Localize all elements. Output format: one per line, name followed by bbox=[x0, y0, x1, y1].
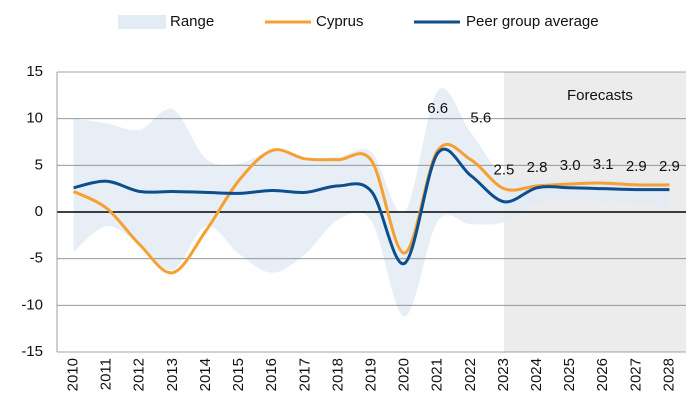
x-tick-label: 2015 bbox=[230, 358, 247, 391]
data-label: 5.6 bbox=[470, 109, 491, 126]
data-label: 3.0 bbox=[560, 157, 581, 174]
x-tick-label: 2022 bbox=[462, 358, 479, 391]
legend-swatch bbox=[118, 15, 166, 29]
x-tick-label: 2010 bbox=[65, 358, 82, 391]
data-label: 6.6 bbox=[427, 100, 448, 117]
x-tick-label: 2018 bbox=[329, 358, 346, 391]
y-tick-label: 5 bbox=[35, 156, 43, 173]
forecast-label: Forecasts bbox=[567, 87, 633, 104]
y-tick-label: 0 bbox=[35, 203, 43, 220]
series-line bbox=[73, 147, 670, 265]
x-tick-label: 2027 bbox=[627, 358, 644, 391]
legend-label: Peer group average bbox=[466, 13, 599, 30]
x-tick-label: 2019 bbox=[362, 358, 379, 391]
x-tick-label: 2011 bbox=[98, 358, 115, 390]
data-label: 2.8 bbox=[527, 159, 548, 176]
x-tick-label: 2024 bbox=[528, 358, 545, 391]
y-tick-label: 10 bbox=[26, 110, 43, 127]
data-label: 2.9 bbox=[626, 158, 647, 175]
legend-label: Cyprus bbox=[316, 13, 364, 30]
y-tick-label: -10 bbox=[21, 296, 43, 313]
y-tick-label: -5 bbox=[30, 250, 43, 267]
y-tick-label: 15 bbox=[26, 63, 43, 80]
y-tick-label: -15 bbox=[21, 343, 43, 360]
x-tick-label: 2012 bbox=[131, 358, 148, 391]
x-tick-label: 2025 bbox=[561, 358, 578, 391]
x-tick-label: 2013 bbox=[164, 358, 181, 391]
data-label: 2.9 bbox=[659, 158, 680, 175]
x-tick-label: 2028 bbox=[660, 358, 677, 391]
x-tick-label: 2020 bbox=[396, 358, 413, 391]
series-line bbox=[72, 142, 670, 275]
x-tick-label: 2021 bbox=[429, 358, 446, 391]
x-tick-label: 2014 bbox=[197, 358, 214, 391]
x-tick-label: 2026 bbox=[594, 358, 611, 391]
range-area bbox=[73, 88, 670, 317]
legend-label: Range bbox=[170, 13, 214, 30]
data-label: 3.1 bbox=[593, 156, 614, 173]
x-tick-label: 2017 bbox=[296, 358, 313, 391]
x-tick-label: 2016 bbox=[263, 358, 280, 391]
x-tick-label: 2023 bbox=[495, 358, 512, 391]
data-label: 2.5 bbox=[493, 162, 514, 179]
